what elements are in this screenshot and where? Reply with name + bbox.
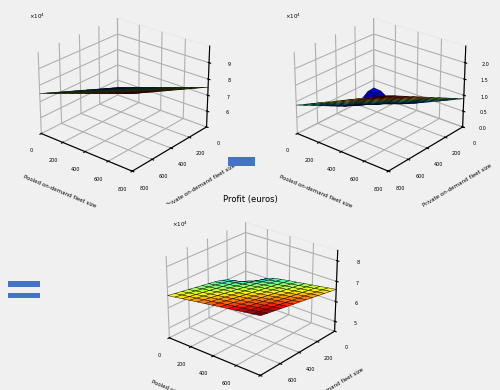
Y-axis label: Private on-demand fleet size: Private on-demand fleet size: [166, 163, 236, 208]
X-axis label: Pooled on-demand fleet size: Pooled on-demand fleet size: [278, 175, 352, 209]
Y-axis label: Private on-demand fleet size: Private on-demand fleet size: [294, 367, 364, 390]
Y-axis label: Private on-demand fleet size: Private on-demand fleet size: [422, 163, 492, 208]
Text: $\times10^4$: $\times10^4$: [172, 220, 188, 229]
X-axis label: Pooled on-demand fleet size: Pooled on-demand fleet size: [22, 175, 97, 209]
X-axis label: Pooled on-demand fleet size: Pooled on-demand fleet size: [150, 379, 224, 390]
Text: $\times10^4$: $\times10^4$: [285, 11, 301, 21]
Title: Profit (euros): Profit (euros): [222, 195, 278, 204]
Text: $\times10^4$: $\times10^4$: [29, 11, 45, 21]
